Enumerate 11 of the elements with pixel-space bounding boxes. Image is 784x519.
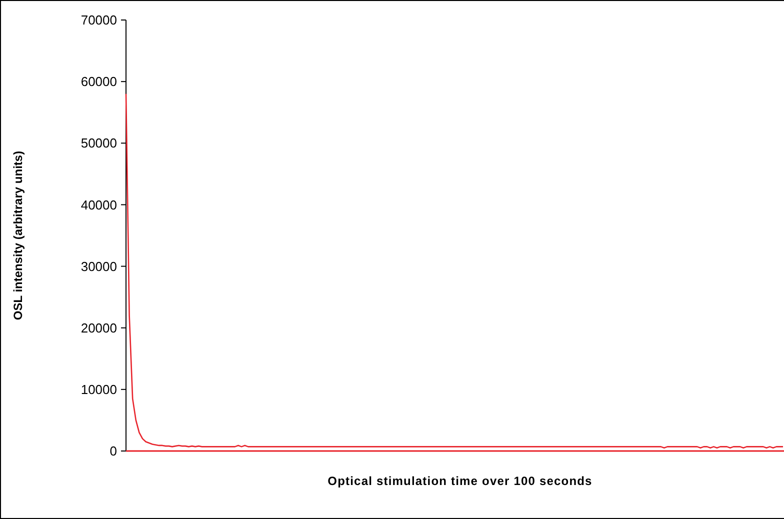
y-tick-label: 30000 — [80, 258, 117, 274]
y-tick-label: 70000 — [80, 12, 117, 28]
y-tick-label: 0 — [110, 444, 117, 459]
x-axis-title: Optical stimulation time over 100 seconds — [328, 474, 592, 488]
y-tick-label: 20000 — [80, 320, 117, 336]
y-tick-label: 60000 — [80, 74, 117, 90]
y-tick-label: 50000 — [80, 136, 117, 151]
y-axis-title: OSL intensity (arbitrary units) — [11, 150, 25, 320]
line-series — [125, 93, 784, 449]
y-tick-label: 10000 — [80, 382, 117, 397]
y-tick-label: 40000 — [80, 197, 117, 212]
